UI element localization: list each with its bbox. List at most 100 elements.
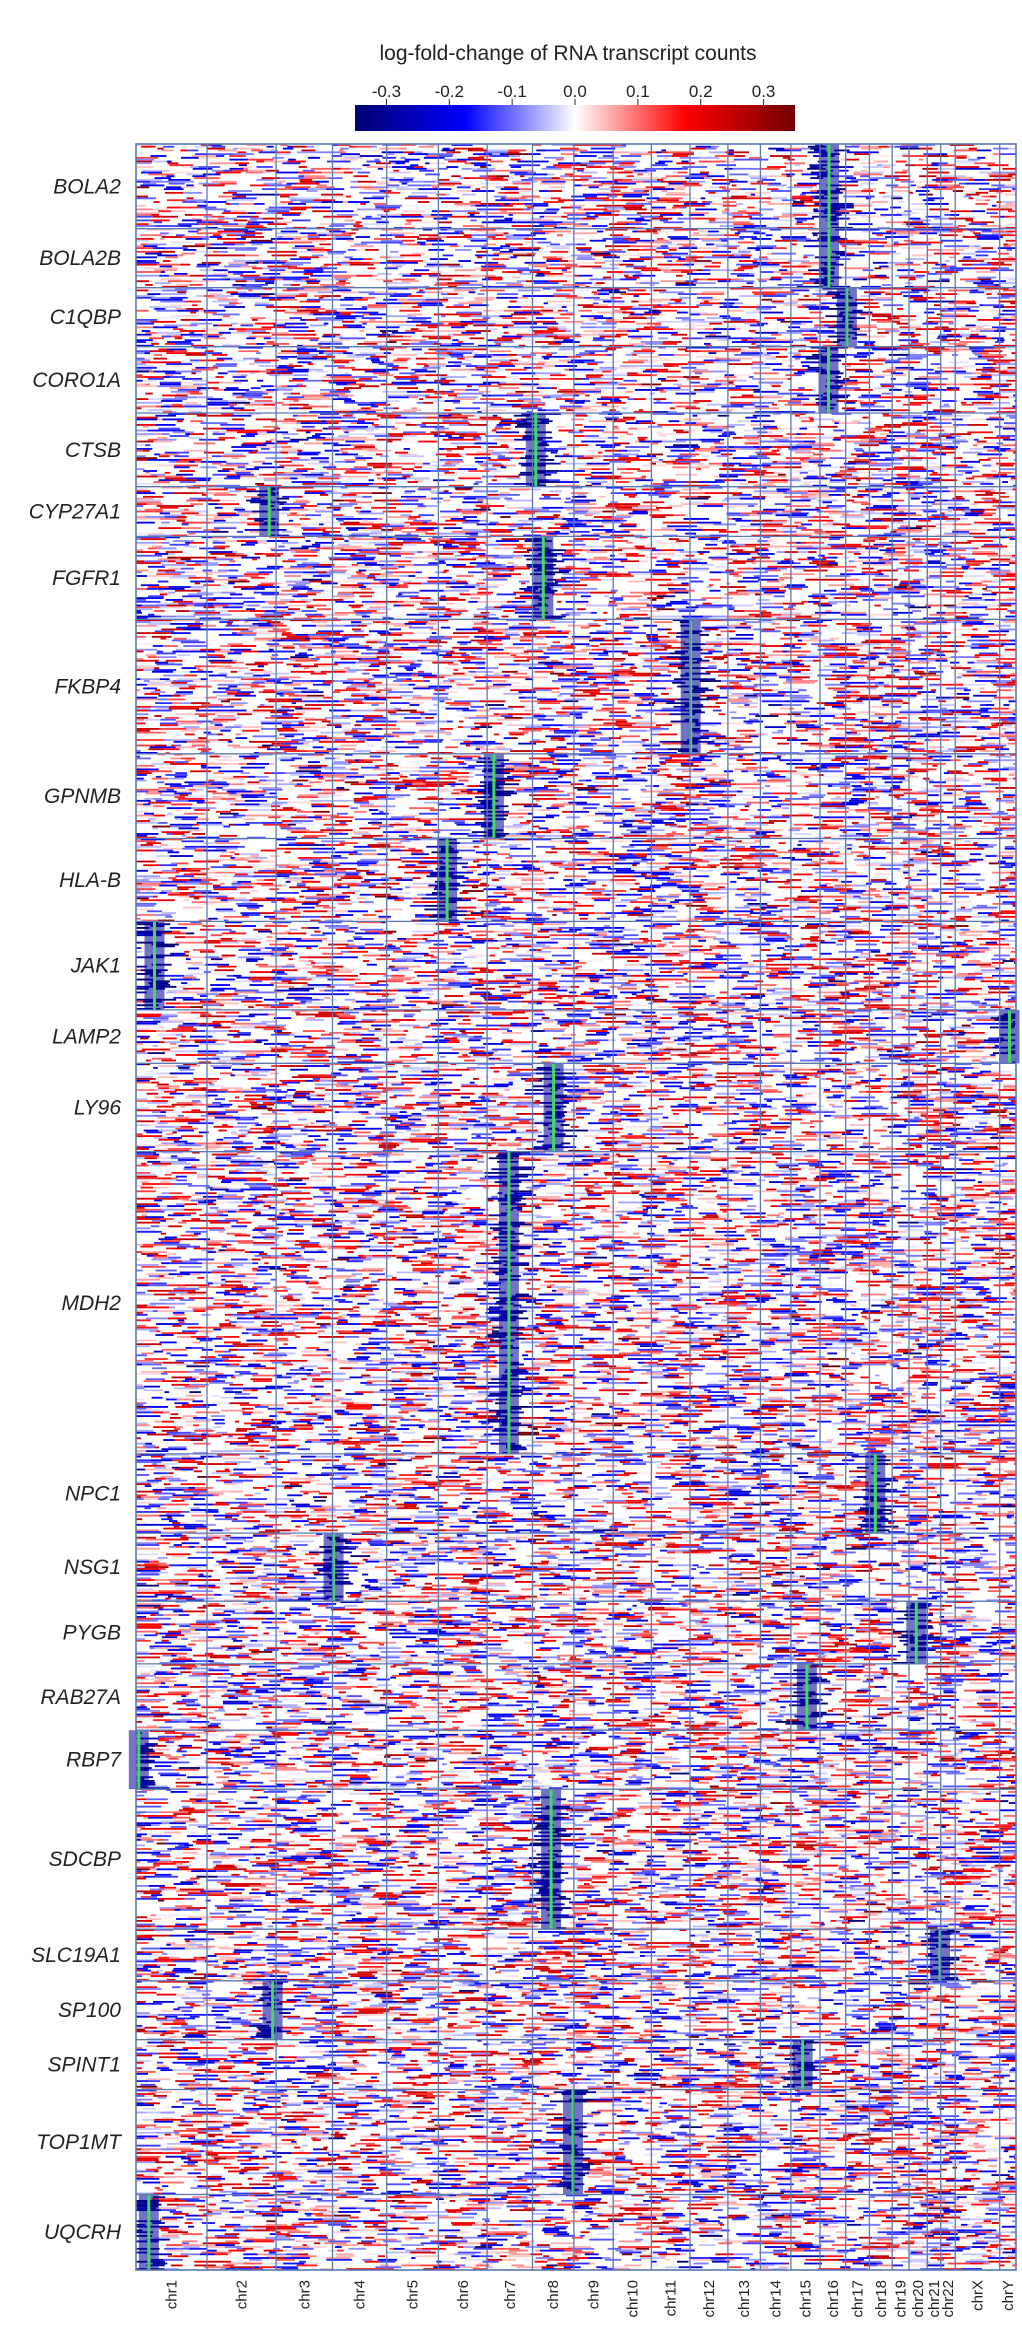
heatmap-cell [571,206,582,209]
heatmap-cell [862,416,869,419]
heatmap-cell [321,295,341,297]
heatmap-cell [900,180,915,183]
heatmap-cell [783,300,792,303]
heatmap-cell [136,418,158,421]
heatmap-cell [177,267,199,270]
heatmap-cell [859,401,877,404]
heatmap-cell [948,179,969,181]
heatmap-cell [284,418,296,421]
heatmap-cell [689,245,698,248]
heatmap-cell [839,254,865,257]
heatmap-cell [559,346,585,349]
heatmap-cell [919,232,938,235]
heatmap-cell [438,298,449,301]
heatmap-cell [745,212,761,215]
heatmap-cell [454,396,478,399]
heatmap-cell [682,206,687,209]
heatmap-cell [673,228,698,231]
heatmap-cell [343,352,353,355]
heatmap-cell [292,378,308,380]
heatmap-cell [451,175,461,178]
heatmap-cell [296,309,319,312]
heatmap-cell [411,368,428,371]
heatmap-cell [410,433,433,436]
heatmap-cell [712,254,735,257]
heatmap-cell [768,405,788,408]
heatmap-cell [946,387,960,390]
heatmap-cell [369,319,376,321]
heatmap-cell [620,155,642,157]
heatmap-cell [829,206,854,209]
heatmap-cell [950,433,972,436]
heatmap-cell [771,449,780,452]
heatmap-cell [361,241,380,244]
heatmap-cell [691,147,706,150]
heatmap-cell [942,414,953,417]
heatmap-cell [660,280,686,283]
heatmap-cell [290,265,297,268]
heatmap-cell [637,230,658,233]
heatmap-cell [807,225,817,227]
heatmap-cell [297,361,312,364]
heatmap-cell [800,459,805,461]
heatmap-cell [875,387,898,390]
heatmap-cell [346,239,354,242]
heatmap-cell [281,306,301,308]
heatmap-cell [161,278,181,281]
heatmap-cell [533,265,548,268]
heatmap-cell [567,444,589,447]
heatmap-cell [939,405,951,408]
heatmap-cell [740,254,752,257]
heatmap-cell [707,278,731,281]
heatmap-cell [969,348,985,351]
heatmap-cell [730,190,738,192]
heatmap-cell [162,394,181,397]
heatmap-cell [528,153,541,156]
heatmap-cell [794,164,801,167]
heatmap-cell [868,276,890,279]
heatmap-cell [741,285,754,288]
heatmap-cell [603,459,627,461]
heatmap-cell [459,453,467,456]
colorbar-tick-label: 0.1 [626,82,650,101]
heatmap-cell [1014,442,1016,445]
heatmap-cell [267,210,290,213]
heatmap-cell [183,328,202,331]
heatmap-cell [217,298,239,301]
heatmap-cell [812,354,822,356]
heatmap-cell [902,414,923,417]
heatmap-cell [255,260,281,262]
heatmap-cell [293,226,306,229]
heatmap-cell [190,420,204,423]
heatmap-cell [426,363,446,366]
heatmap-cell [323,210,331,213]
heatmap-cell [261,177,280,180]
heatmap-cell [693,448,700,450]
heatmap-cell [668,411,677,413]
heatmap-cell [347,394,355,397]
heatmap-cell [719,306,739,308]
heatmap-cell [989,195,997,198]
heatmap-cell [575,333,581,336]
heatmap-cell [328,405,334,408]
heatmap-cell [294,313,309,316]
heatmap-cell [693,389,699,391]
heatmap-cell [792,204,806,207]
heatmap-cell [580,333,598,336]
heatmap-cell [488,459,511,461]
heatmap-cell [739,350,759,353]
heatmap-cell [493,354,508,356]
heatmap-cell [266,431,289,434]
heatmap-cell [527,206,534,209]
heatmap-cell [202,238,209,240]
heatmap-cell [267,265,291,268]
heatmap-cell [504,191,519,194]
heatmap-cell [351,368,373,371]
heatmap-cell [813,234,818,237]
heatmap-cell [541,167,562,170]
heatmap-cell [535,317,555,320]
heatmap-cell [417,238,442,240]
heatmap-cell [1008,147,1016,150]
heatmap-cell [738,249,756,251]
heatmap-cell [799,147,811,150]
